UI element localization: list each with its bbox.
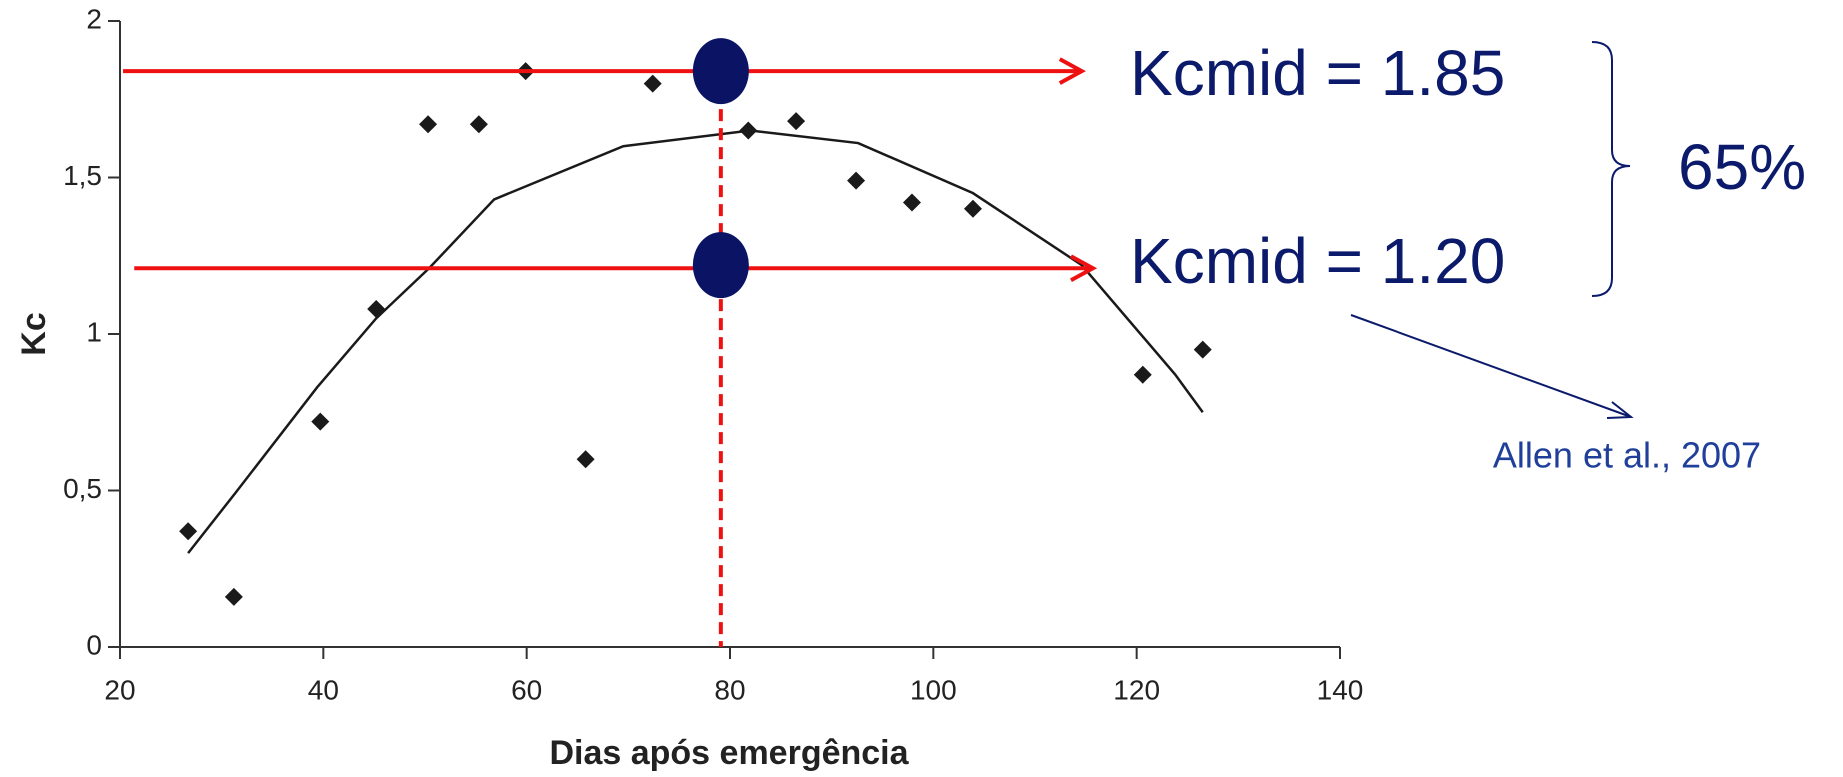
data-point bbox=[1133, 365, 1152, 384]
data-point bbox=[963, 199, 982, 218]
arrow-head bbox=[1069, 254, 1098, 283]
x-tick-label: 100 bbox=[910, 674, 957, 705]
data-point bbox=[847, 171, 866, 190]
y-tick-label: 1 bbox=[86, 316, 102, 347]
data-point bbox=[739, 121, 758, 140]
annotation: 65% bbox=[1678, 131, 1806, 203]
annotation: Kcmid = 1.20 bbox=[1130, 225, 1505, 297]
x-tick-label: 140 bbox=[1317, 674, 1364, 705]
pointer-head bbox=[1606, 401, 1634, 419]
x-tick-label: 120 bbox=[1113, 674, 1160, 705]
x-tick-label: 20 bbox=[104, 674, 135, 705]
x-tick-label: 40 bbox=[308, 674, 339, 705]
x-axis-title: Dias após emergência bbox=[549, 734, 909, 772]
x-tick-label: 80 bbox=[714, 674, 745, 705]
brace bbox=[1591, 41, 1631, 297]
y-axis-title: Kc bbox=[15, 312, 53, 355]
marker bbox=[692, 232, 749, 299]
y-tick-label: 1,5 bbox=[63, 160, 102, 191]
data-point bbox=[1193, 340, 1212, 359]
data-point bbox=[367, 299, 386, 318]
data-point bbox=[419, 115, 438, 134]
data-point bbox=[576, 450, 595, 469]
data-point bbox=[311, 412, 330, 431]
data-point bbox=[179, 522, 198, 541]
data-point bbox=[902, 193, 921, 212]
trend-line bbox=[187, 129, 1204, 554]
y-tick-label: 0,5 bbox=[63, 473, 102, 504]
arrow-head bbox=[1058, 57, 1086, 85]
data-point bbox=[787, 112, 806, 131]
y-tick-label: 2 bbox=[86, 3, 102, 34]
data-point bbox=[643, 74, 662, 93]
annotation: Kcmid = 1.85 bbox=[1130, 37, 1505, 109]
marker bbox=[692, 38, 749, 105]
data-point bbox=[224, 587, 243, 606]
pointer-line bbox=[1350, 314, 1632, 418]
x-tick-label: 60 bbox=[511, 674, 542, 705]
y-tick-label: 0 bbox=[86, 629, 102, 660]
data-point bbox=[469, 115, 488, 134]
citation: Allen et al., 2007 bbox=[1493, 435, 1761, 476]
